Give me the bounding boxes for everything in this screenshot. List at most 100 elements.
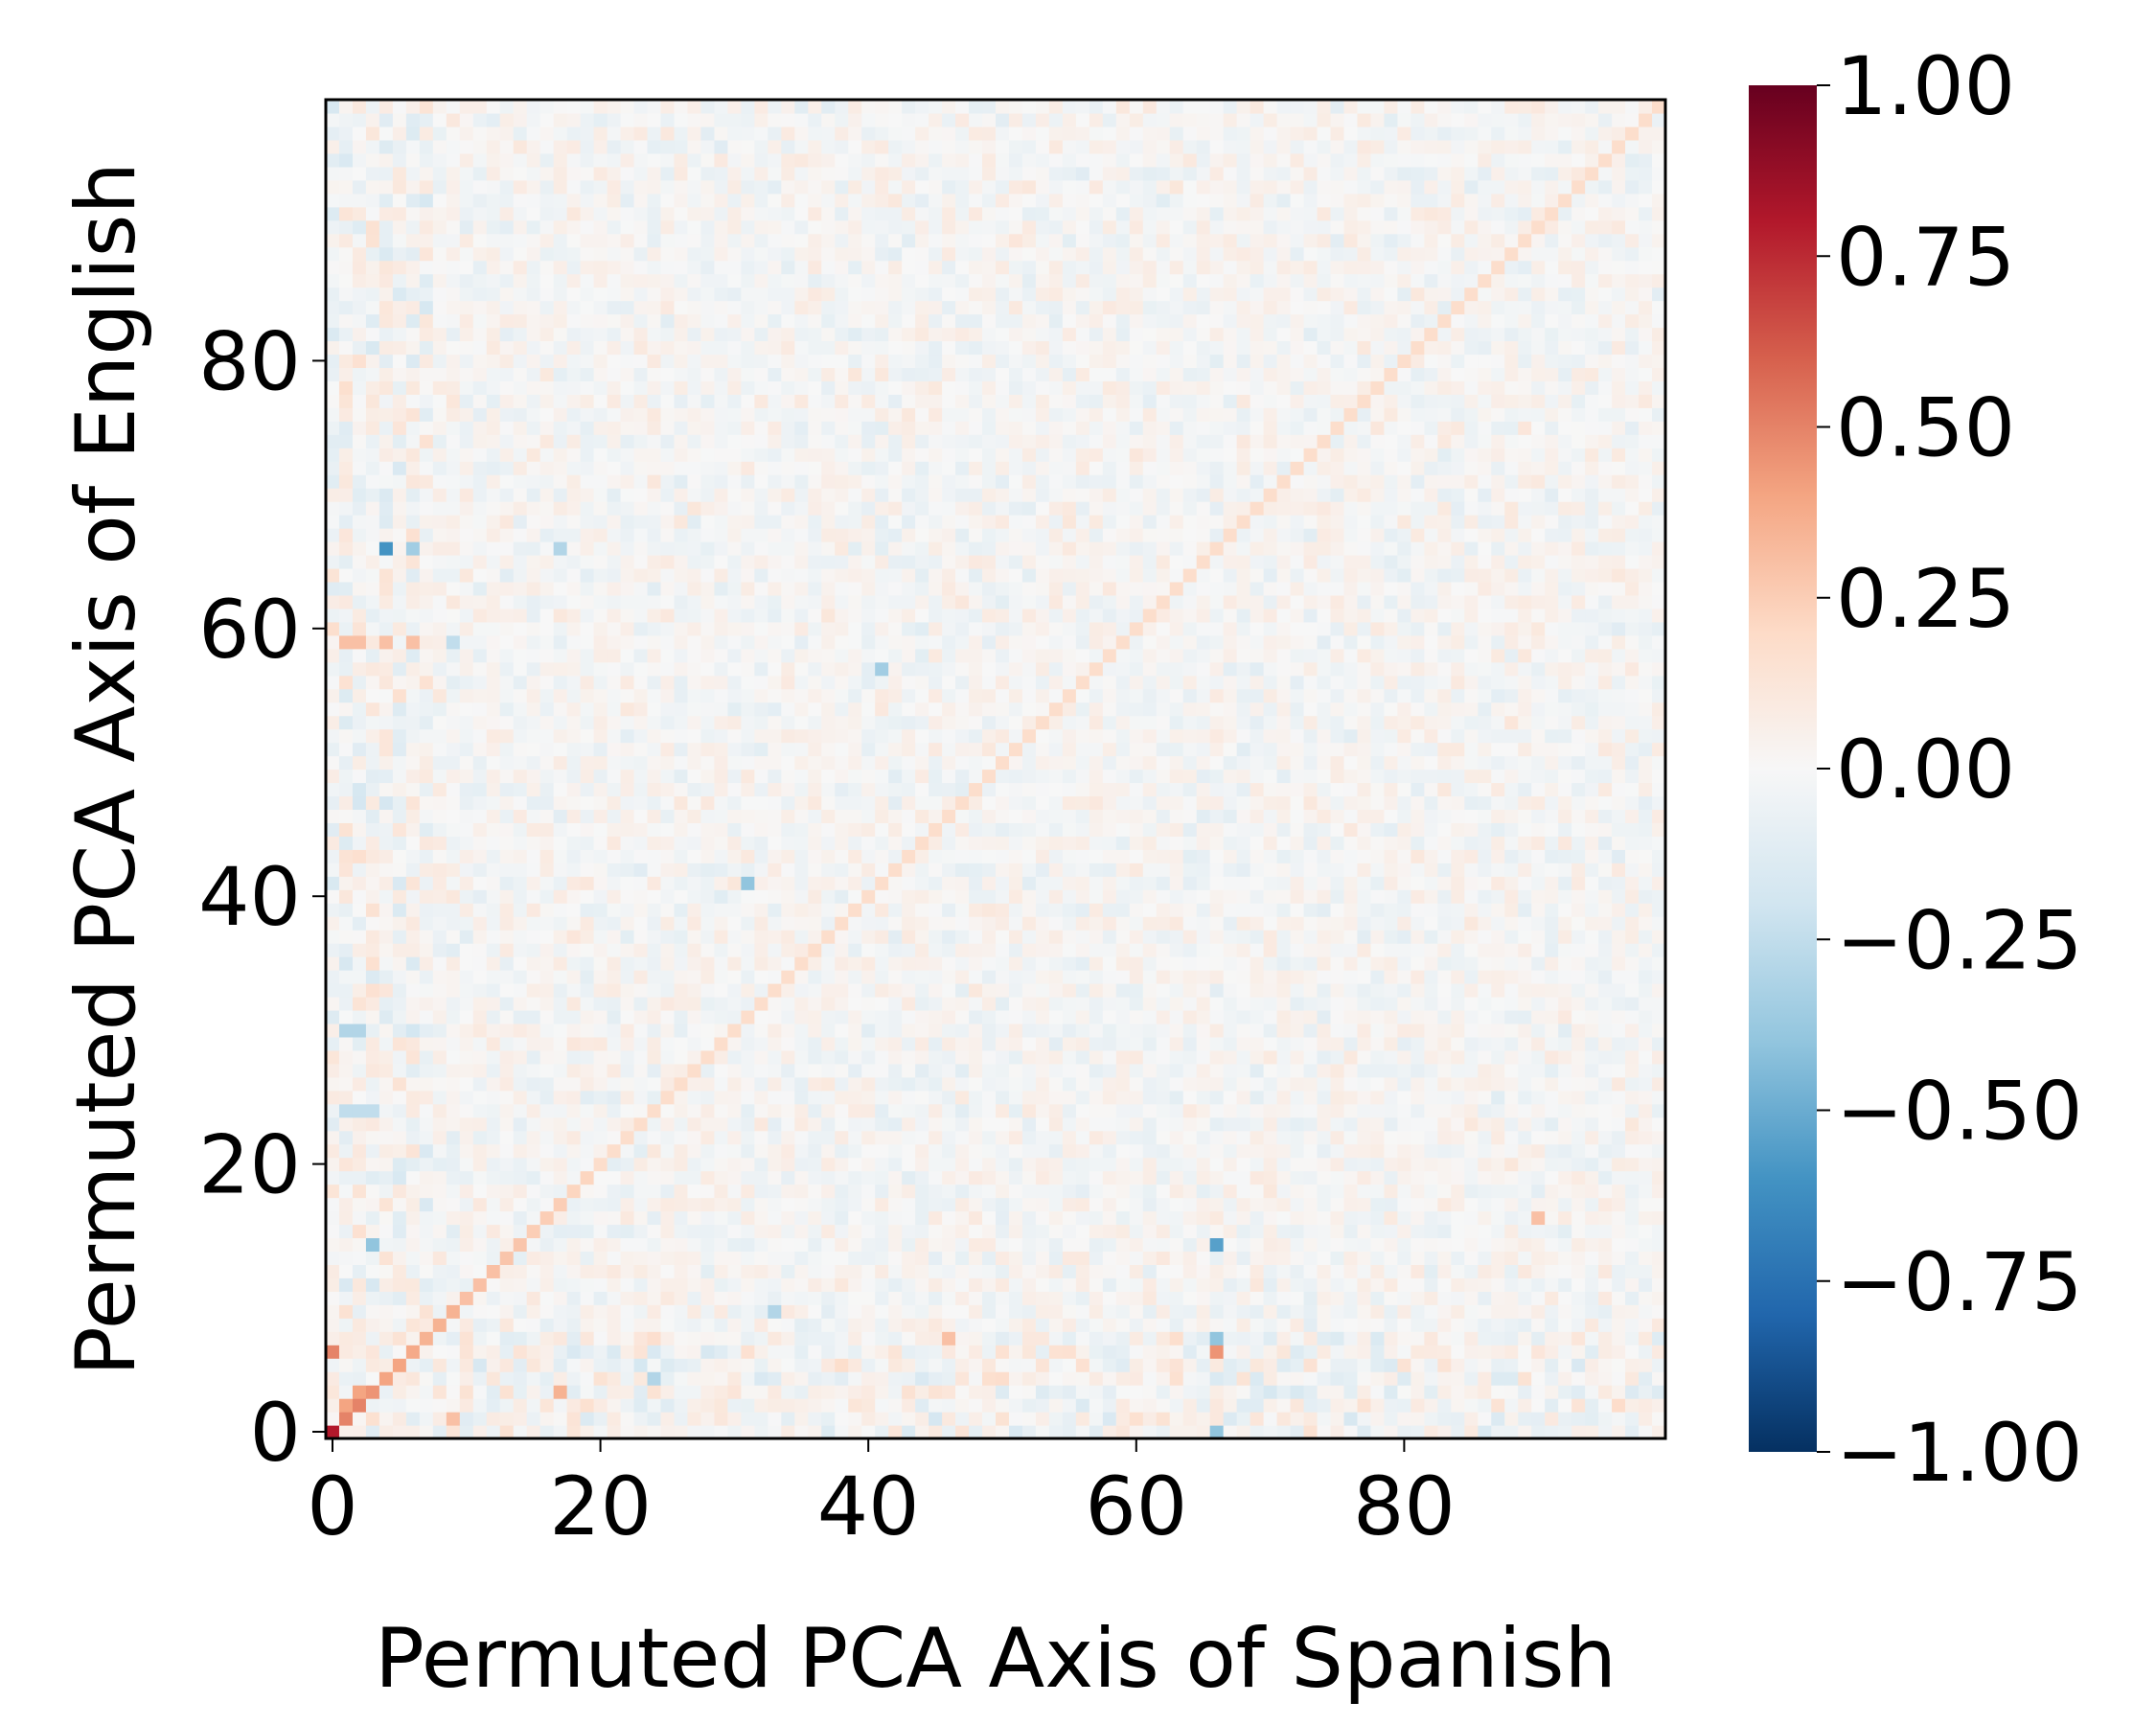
heatmap-cell — [1008, 1197, 1023, 1212]
heatmap-cell — [607, 1049, 622, 1065]
heatmap-cell — [1223, 930, 1238, 944]
heatmap-cell — [1317, 889, 1332, 904]
heatmap-cell — [754, 1076, 768, 1092]
heatmap-cell — [1612, 822, 1626, 837]
heatmap-cell — [1250, 1036, 1265, 1051]
heatmap-cell — [1370, 1103, 1386, 1118]
heatmap-cell — [1558, 769, 1572, 784]
heatmap-cell — [1102, 1277, 1117, 1292]
heatmap-cell — [1075, 1358, 1090, 1372]
heatmap-cell — [459, 769, 474, 784]
heatmap-cell — [1169, 1318, 1184, 1332]
heatmap-cell — [1545, 1251, 1559, 1265]
heatmap-cell — [660, 1277, 676, 1292]
heatmap-cell — [674, 1184, 689, 1199]
heatmap-cell — [1330, 1090, 1345, 1105]
heatmap-cell — [1612, 983, 1626, 998]
heatmap-cell — [553, 1157, 568, 1172]
heatmap-cell — [526, 1157, 541, 1172]
heatmap-cell — [446, 1398, 461, 1413]
heatmap-cell — [1169, 1076, 1184, 1092]
heatmap-cell — [1075, 1371, 1090, 1386]
heatmap-cell — [1062, 956, 1077, 971]
heatmap-cell — [352, 996, 367, 1011]
heatmap-cell — [580, 1143, 595, 1159]
heatmap-cell — [781, 1023, 795, 1038]
heatmap-cell — [1531, 1157, 1546, 1172]
heatmap-cell — [996, 1385, 1010, 1399]
heatmap-cell — [848, 1036, 862, 1051]
heatmap-cell — [1384, 983, 1398, 998]
heatmap-cell — [1424, 983, 1438, 998]
heatmap-cell — [1062, 769, 1077, 784]
heatmap-cell — [647, 1130, 662, 1145]
heatmap-cell — [1169, 1184, 1184, 1199]
heatmap-cell — [768, 1143, 782, 1159]
heatmap-cell — [580, 1277, 595, 1292]
heatmap-cell — [1545, 809, 1559, 823]
heatmap-cell — [1518, 809, 1532, 823]
heatmap-cell — [526, 1170, 541, 1185]
heatmap-cell — [459, 1103, 474, 1118]
heatmap-cell — [996, 769, 1010, 784]
heatmap-cell — [1357, 1224, 1372, 1239]
heatmap-cell — [915, 836, 929, 850]
heatmap-cell — [513, 1009, 528, 1024]
heatmap-cell — [1558, 1210, 1572, 1226]
heatmap-cell — [1545, 1358, 1559, 1372]
heatmap-cell — [727, 1264, 742, 1278]
heatmap-cell — [1102, 782, 1117, 797]
heatmap-cell — [1156, 1009, 1171, 1024]
heatmap-cell — [553, 1237, 568, 1253]
heatmap-cell — [405, 1143, 421, 1159]
heatmap-cell — [1625, 1049, 1640, 1065]
heatmap-cell — [835, 836, 849, 850]
heatmap-cell — [1142, 782, 1158, 797]
heatmap-cell — [1437, 822, 1452, 837]
heatmap-cell — [1129, 1157, 1144, 1172]
heatmap-cell — [1639, 876, 1653, 890]
heatmap-cell — [1196, 1318, 1211, 1332]
heatmap-cell — [392, 1425, 407, 1439]
heatmap-cell — [1437, 1143, 1452, 1159]
heatmap-cell — [580, 1318, 595, 1332]
heatmap-cell — [526, 1304, 541, 1319]
heatmap-cell — [1062, 1251, 1077, 1265]
heatmap-cell — [1142, 1130, 1158, 1145]
heatmap-cell — [1491, 1009, 1505, 1024]
heatmap-cell — [1571, 1331, 1586, 1346]
heatmap-cell — [835, 1224, 849, 1239]
heatmap-cell — [1156, 862, 1171, 877]
heatmap-cell — [768, 916, 782, 931]
heatmap-cell — [1115, 930, 1131, 944]
heatmap-cell — [486, 1116, 501, 1132]
heatmap-cell — [1585, 996, 1599, 1011]
heatmap-cell — [446, 1331, 461, 1346]
heatmap-cell — [1558, 1130, 1572, 1145]
heatmap-cell — [472, 1210, 488, 1226]
heatmap-cell — [1357, 1345, 1372, 1359]
heatmap-cell — [1290, 1023, 1305, 1038]
heatmap-cell — [1437, 930, 1452, 944]
heatmap-cell — [378, 1103, 394, 1118]
heatmap-cell — [1169, 1398, 1184, 1413]
heatmap-cell — [1156, 930, 1171, 944]
heatmap-cell — [633, 1130, 649, 1145]
heatmap-cell — [432, 1184, 447, 1199]
heatmap-cell — [432, 1143, 447, 1159]
heatmap-cell — [1343, 1345, 1359, 1359]
heatmap-cell — [982, 1224, 997, 1239]
heatmap-cell — [1370, 1331, 1386, 1346]
heatmap-cell — [1182, 1197, 1198, 1212]
heatmap-cell — [1330, 1237, 1345, 1253]
heatmap-cell — [526, 1224, 541, 1239]
heatmap-cell — [902, 1251, 916, 1265]
heatmap-cell — [593, 795, 608, 811]
heatmap-cell — [1250, 1358, 1265, 1372]
heatmap-cell — [1330, 1210, 1345, 1226]
heatmap-cell — [486, 1264, 501, 1278]
heatmap-cell — [1411, 1318, 1425, 1332]
heatmap-cell — [1035, 1143, 1050, 1159]
heatmap-cell — [326, 970, 340, 984]
heatmap-cell — [378, 1425, 394, 1439]
